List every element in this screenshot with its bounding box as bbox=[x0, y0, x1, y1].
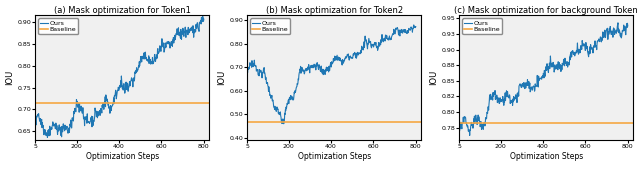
Ours bbox=[31, 121, 39, 123]
Ours bbox=[408, 28, 416, 30]
X-axis label: Optimization Steps: Optimization Steps bbox=[509, 152, 583, 161]
Y-axis label: IOU: IOU bbox=[429, 70, 438, 85]
Title: (c) Mask optimization for background Token: (c) Mask optimization for background Tok… bbox=[454, 6, 638, 15]
Ours bbox=[410, 24, 418, 26]
Ours bbox=[536, 78, 543, 80]
Line: Ours: Ours bbox=[35, 16, 204, 137]
Title: (b) Mask optimization for Token2: (b) Mask optimization for Token2 bbox=[266, 6, 403, 15]
Legend: Ours, Baseline: Ours, Baseline bbox=[250, 19, 290, 34]
Ours bbox=[170, 42, 177, 44]
Line: Ours: Ours bbox=[460, 23, 628, 135]
Ours bbox=[344, 54, 352, 56]
Ours bbox=[132, 72, 140, 74]
Legend: Ours, Baseline: Ours, Baseline bbox=[38, 19, 78, 34]
Title: (a) Mask optimization for Token1: (a) Mask optimization for Token1 bbox=[54, 6, 191, 15]
Ours bbox=[196, 23, 204, 25]
Ours bbox=[335, 58, 342, 60]
X-axis label: Optimization Steps: Optimization Steps bbox=[298, 152, 371, 161]
Baseline bbox=[454, 122, 462, 124]
Ours bbox=[537, 77, 545, 79]
Ours bbox=[199, 15, 207, 18]
Y-axis label: IOU: IOU bbox=[218, 70, 227, 85]
Ours bbox=[200, 18, 207, 20]
Y-axis label: IOU: IOU bbox=[6, 70, 15, 85]
Baseline bbox=[31, 102, 38, 104]
Ours bbox=[243, 67, 251, 70]
Ours bbox=[112, 89, 120, 91]
Ours bbox=[325, 71, 333, 73]
Ours bbox=[614, 22, 622, 24]
Ours bbox=[547, 61, 555, 63]
Ours bbox=[123, 88, 131, 90]
Legend: Ours, Baseline: Ours, Baseline bbox=[462, 19, 502, 34]
Ours bbox=[624, 25, 632, 27]
Baseline bbox=[243, 121, 250, 123]
Ours bbox=[594, 41, 602, 43]
Ours bbox=[324, 66, 332, 69]
Ours bbox=[556, 66, 564, 68]
Ours bbox=[412, 26, 420, 28]
Baseline bbox=[30, 102, 38, 104]
Ours bbox=[621, 26, 628, 28]
Baseline bbox=[454, 122, 462, 124]
X-axis label: Optimization Steps: Optimization Steps bbox=[86, 152, 159, 161]
Ours bbox=[113, 95, 120, 97]
Ours bbox=[280, 123, 287, 125]
Line: Ours: Ours bbox=[247, 25, 416, 124]
Baseline bbox=[243, 121, 250, 123]
Ours bbox=[44, 136, 51, 138]
Ours bbox=[466, 134, 474, 137]
Ours bbox=[382, 34, 390, 36]
Ours bbox=[456, 129, 463, 131]
